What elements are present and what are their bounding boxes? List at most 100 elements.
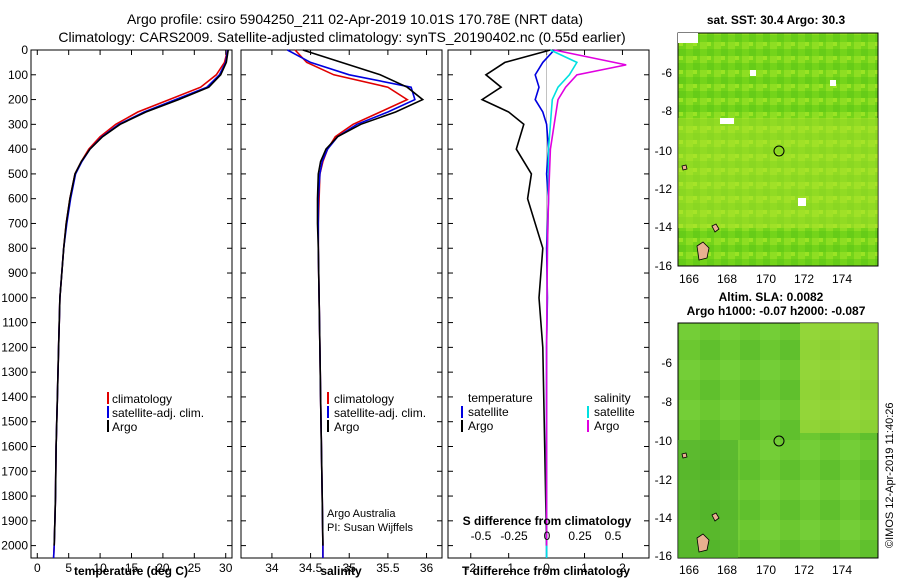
s-tick-label: 0.25 [568, 529, 592, 543]
legend-climatology: climatology [112, 392, 172, 406]
x-tick-label: 34 [265, 561, 279, 575]
s-tick-label: -0.5 [471, 529, 492, 543]
legend-salinity-heading: salinity [594, 391, 631, 405]
depth-tick-label: 1400 [1, 390, 28, 404]
series-t-argo [480, 49, 551, 546]
sst-lon-label: 170 [756, 272, 776, 286]
depth-tick-label: 1000 [1, 291, 28, 305]
depth-tick-label: 0 [21, 43, 28, 57]
difference-legend: temperature satellite Argo salinity sate… [461, 391, 635, 433]
legend-satellite: satellite-adj. clim. [334, 406, 426, 420]
sla-lat-label: -8 [661, 395, 672, 409]
sst-missing-data [720, 118, 734, 124]
depth-tick-label: 1800 [1, 489, 28, 503]
x-tick-label: 30 [219, 561, 233, 575]
x-tick-label: 35 [343, 561, 357, 575]
depth-tick-label: 500 [8, 167, 28, 181]
depth-tick-label: 700 [8, 216, 28, 230]
sst-lat-label: -12 [655, 182, 673, 196]
sst-map-field [677, 32, 879, 267]
depth-tick-label: 2000 [1, 539, 28, 553]
sla-lon-label: 166 [679, 563, 699, 577]
x-tick-label: -1 [503, 561, 514, 575]
island-shape [681, 452, 688, 459]
difference-panel [447, 49, 650, 559]
x-tick-label: 10 [93, 561, 107, 575]
legend-climatology: climatology [334, 392, 394, 406]
sst-lat-label: -14 [655, 220, 673, 234]
sst-warm-band [678, 118, 878, 228]
depth-tick-label: 600 [8, 192, 28, 206]
sla-lat-label: -16 [655, 549, 673, 563]
title-line-2: Climatology: CARS2009. Satellite-adjuste… [58, 29, 625, 45]
sst-map [677, 32, 879, 267]
sst-lat-label: -6 [661, 66, 672, 80]
s-tick-label: 0 [544, 529, 551, 543]
sst-lon-label: 168 [717, 272, 737, 286]
argo-position-marker [773, 145, 785, 157]
depth-tick-label: 100 [8, 68, 28, 82]
salinity-axis-label: salinity [320, 564, 362, 578]
x-tick-label: 25 [188, 561, 202, 575]
sla-lon-label: 174 [832, 563, 852, 577]
sla-lon-label: 168 [717, 563, 737, 577]
t-difference-axis-label: T difference from climatology [462, 564, 630, 578]
sla-low-region [678, 440, 738, 558]
s-tick-label: -0.25 [500, 529, 528, 543]
sst-lon-label: 172 [794, 272, 814, 286]
depth-tick-label: 1900 [1, 514, 28, 528]
island-shape [711, 512, 720, 522]
s-difference-axis-label: S difference from climatology [463, 514, 632, 528]
depth-tick-label: 1500 [1, 415, 28, 429]
salinity-panel [240, 49, 443, 559]
depth-tick-label: 1600 [1, 439, 28, 453]
s-tick-label: 0.5 [605, 529, 622, 543]
sst-missing-data [678, 33, 698, 43]
sla-high-region [800, 323, 878, 433]
depth-tick-label: 1300 [1, 365, 28, 379]
x-tick-label: 15 [125, 561, 139, 575]
x-tick-label: 20 [156, 561, 170, 575]
sst-lon-label: 166 [679, 272, 699, 286]
sst-map-title: sat. SST: 30.4 Argo: 30.3 [707, 13, 846, 27]
x-tick-label: 2 [619, 561, 626, 575]
x-tick-label: 34.5 [299, 561, 323, 575]
legend-s-argo: Argo [594, 419, 620, 433]
sst-missing-data [830, 80, 836, 86]
x-tick-label: 35.5 [376, 561, 400, 575]
series-argo [302, 49, 425, 546]
legend-argo: Argo [112, 420, 138, 434]
island-shape [681, 164, 688, 171]
annotation-pi: PI: Susan Wijffels [327, 522, 413, 534]
sst-missing-data [750, 70, 756, 76]
sla-lon-label: 170 [756, 563, 776, 577]
sla-lat-label: -14 [655, 511, 673, 525]
legend-temperature-heading: temperature [468, 391, 533, 405]
profile-lines [52, 49, 627, 559]
island-shape [696, 533, 710, 553]
imos-credit: ©IMOS 12-Apr-2019 11:40:26 [884, 403, 896, 548]
depth-tick-label: 1700 [1, 464, 28, 478]
island-shape [711, 223, 720, 233]
temperature-axis-label: temperature (deg C) [74, 564, 188, 578]
sla-map-title-2: Argo h1000: -0.07 h2000: -0.087 [687, 304, 866, 318]
depth-tick-label: 300 [8, 117, 28, 131]
sla-map-title-1: Altim. SLA: 0.0082 [719, 290, 824, 304]
island-shape [696, 241, 710, 261]
x-tick-label: -2 [465, 561, 476, 575]
title-line-1: Argo profile: csiro 5904250_211 02-Apr-2… [127, 11, 583, 27]
sla-lat-label: -6 [661, 356, 672, 370]
depth-tick-label: 1200 [1, 340, 28, 354]
legend-argo: Argo [334, 420, 360, 434]
argo-position-marker [773, 435, 785, 447]
sst-missing-data [798, 198, 806, 206]
depth-tick-label: 400 [8, 142, 28, 156]
series-argo [53, 49, 229, 546]
sla-lon-label: 172 [794, 563, 814, 577]
series-s-argo [545, 49, 627, 546]
temperature-legend: climatology satellite-adj. clim. Argo [107, 392, 204, 434]
sst-lat-label: -10 [655, 144, 673, 158]
legend-s-satellite: satellite [594, 405, 635, 419]
sst-lat-label: -16 [655, 259, 673, 273]
depth-tick-label: 900 [8, 266, 28, 280]
